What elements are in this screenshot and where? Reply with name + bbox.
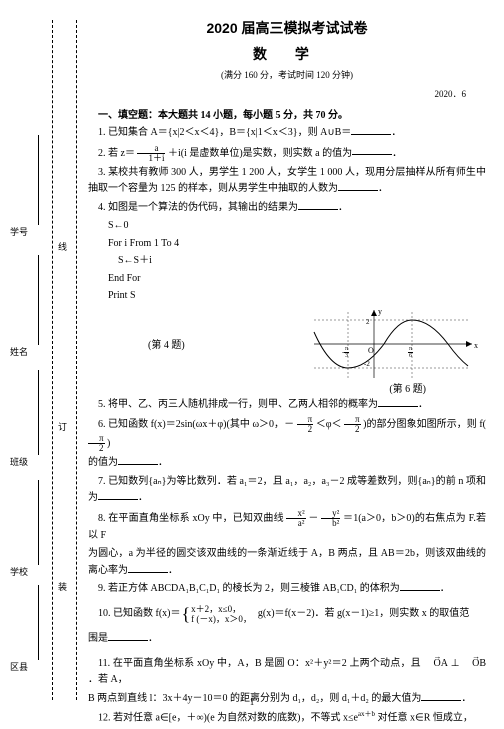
code-line: S←S＋i (88, 253, 486, 269)
code-line: For i From 1 To 4 (88, 236, 486, 252)
fig4-label: (第 4 题) (148, 336, 185, 351)
svg-text:x: x (474, 341, 478, 350)
bind-xuexiao: 学校 (10, 565, 28, 578)
q7: 7. 已知数列{aₙ}为等比数列．若 a₁＝2，且 a₁，a₂，a₃－2 成等差… (88, 474, 486, 507)
q8: 8. 在平面直角坐标系 xOy 中，已知双曲线 x²a² － y²b² ＝1(a… (88, 509, 486, 545)
q5: 5. 将甲、乙、丙三人随机排成一行，则甲、乙两人相邻的概率为． (88, 397, 486, 414)
blank (351, 125, 391, 135)
bind-xingming: 姓名 (10, 345, 28, 358)
q10: 10. 已知函数 f(x)＝ { x＋2，x≤0， f (－x)，x＞0， g(… (88, 600, 486, 630)
blank (298, 200, 338, 210)
bind-xian: 线 (58, 240, 67, 253)
q6: 6. 已知函数 f(x)＝2sin(ωx＋φ)(其中 ω＞0，－ π2 ＜φ＜ … (88, 415, 486, 453)
bind-quxian: 区县 (10, 660, 28, 673)
blank (98, 490, 138, 500)
frac: a1＋i (137, 144, 165, 163)
svg-text:-2: -2 (364, 360, 370, 368)
q2: 2. 若 z＝ a1＋i ＋i(i 是虚数单位)是实数，则实数 a 的值为． (88, 144, 486, 163)
blank (352, 145, 392, 155)
section-1: 一、填空题：本大题共 14 小题，每小题 5 分，共 70 分。 (88, 106, 486, 121)
q11: 11. 在平面直角坐标系 xOy 中，A，B 是圆 O：x²＋y²＝2 上两个动… (88, 656, 486, 689)
subject: 数 学 (88, 44, 486, 64)
blank (378, 397, 418, 407)
svg-text:y: y (378, 307, 382, 316)
code-line: End For (88, 271, 486, 287)
page-number: 1 (0, 697, 504, 707)
blank (108, 631, 148, 641)
sine-graph: x y O 2 -2 - π3 π6 (308, 306, 478, 382)
date: 2020．6 (88, 87, 486, 100)
q1: 1. 已知集合 A＝{x|2＜x＜4}，B＝{x|1＜x＜3}，则 A∪B＝． (88, 125, 486, 142)
code-line: Print S (88, 288, 486, 304)
q3: 3. 某校共有教师 300 人，男学生 1 200 人，女学生 1 000 人，… (88, 165, 486, 198)
blank (128, 563, 168, 573)
q12: 12. 若对任意 a∈[e，＋∞)(e 为自然对数的底数)，不等式 x≤eax＋… (88, 709, 486, 727)
bind-banji: 班级 (10, 455, 28, 468)
meta: (满分 160 分，考试时间 120 分钟) (88, 68, 486, 81)
q9: 9. 若正方体 ABCDA₁B₁C₁D₁ 的棱长为 2，则三棱锥 AB₁CD₁ … (88, 581, 486, 598)
bind-zhuang: 装 (58, 580, 67, 593)
code-line: S←0 (88, 218, 486, 234)
blank (400, 581, 440, 591)
svg-text:2: 2 (366, 318, 370, 326)
svg-text:O: O (368, 346, 374, 355)
q4: 4. 如图是一个算法的伪代码，其输出的结果为． (88, 200, 486, 217)
blank (118, 455, 158, 465)
q10-cont: 围是． (88, 631, 486, 648)
bind-ding: 订 (58, 420, 67, 433)
fig6-label: (第 6 题) (389, 380, 426, 395)
blank (338, 181, 378, 191)
q8-cont: 为圆心，a 为半径的圆交该双曲线的一条渐近线于 A，B 两点，且 AB＝2b，则… (88, 546, 486, 579)
q6-cont: 的值为． (88, 455, 486, 472)
exam-title: 2020 届高三模拟考试试卷 (88, 18, 486, 38)
bind-xuehao: 学号 (10, 225, 28, 238)
